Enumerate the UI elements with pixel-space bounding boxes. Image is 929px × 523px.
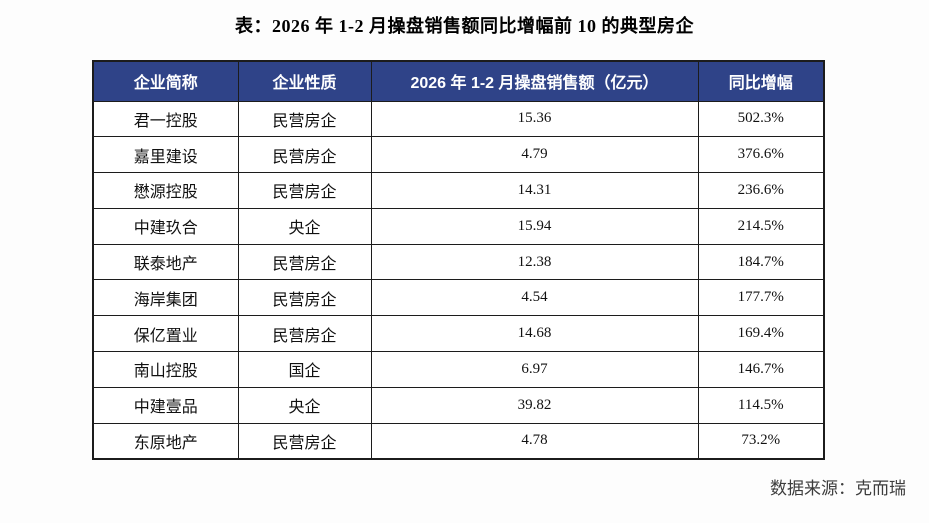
- company-type: 民营房企: [237, 136, 372, 174]
- sales-value: 14.31: [370, 172, 699, 209]
- company-name: 南山控股: [92, 351, 239, 388]
- company-type: 民营房企: [237, 315, 372, 353]
- sales-value: 14.68: [370, 315, 699, 353]
- company-name: 保亿置业: [92, 315, 239, 353]
- company-type: 民营房企: [237, 422, 372, 460]
- company-type: 民营房企: [237, 279, 372, 317]
- sales-value: 15.94: [370, 207, 699, 245]
- company-name: 东原地产: [92, 422, 239, 460]
- yoy-value: 376.6%: [697, 136, 825, 174]
- table-row: 中建玖合 央企 15.94 214.5%: [92, 207, 825, 245]
- table-row: 君一控股 民营房企 15.36 502.3%: [92, 100, 825, 138]
- yoy-value: 184.7%: [697, 243, 825, 281]
- header-yoy-growth: 同比增幅: [697, 60, 825, 102]
- company-type: 央企: [237, 207, 372, 245]
- sales-value: 12.38: [370, 243, 699, 281]
- company-type: 央企: [237, 386, 372, 424]
- yoy-value: 146.7%: [697, 351, 825, 388]
- sales-value: 4.54: [370, 279, 699, 317]
- data-source-note: 数据来源：克而瑞: [770, 479, 906, 498]
- table-title: 表：2026 年 1-2 月操盘销售额同比增幅前 10 的典型房企: [235, 16, 694, 36]
- header-company-type: 企业性质: [237, 60, 372, 102]
- table-row: 嘉里建设 民营房企 4.79 376.6%: [92, 136, 825, 174]
- yoy-value: 177.7%: [697, 279, 825, 317]
- company-type: 民营房企: [237, 100, 372, 138]
- sales-value: 15.36: [370, 100, 699, 138]
- company-name: 中建壹品: [92, 386, 239, 424]
- table-row: 东原地产 民营房企 4.78 73.2%: [92, 422, 825, 460]
- company-name: 懋源控股: [92, 172, 239, 209]
- sales-growth-table: 企业简称 企业性质 2026 年 1-2 月操盘销售额（亿元） 同比增幅 君一控…: [92, 60, 825, 460]
- table-row: 南山控股 国企 6.97 146.7%: [92, 351, 825, 388]
- yoy-value: 169.4%: [697, 315, 825, 353]
- yoy-value: 73.2%: [697, 422, 825, 460]
- company-name: 海岸集团: [92, 279, 239, 317]
- sales-value: 6.97: [370, 351, 699, 388]
- table-row: 海岸集团 民营房企 4.54 177.7%: [92, 279, 825, 317]
- table-row: 联泰地产 民营房企 12.38 184.7%: [92, 243, 825, 281]
- company-name: 联泰地产: [92, 243, 239, 281]
- table-row: 保亿置业 民营房企 14.68 169.4%: [92, 315, 825, 353]
- sales-value: 4.78: [370, 422, 699, 460]
- header-sales-amount: 2026 年 1-2 月操盘销售额（亿元）: [370, 60, 699, 102]
- sales-value: 39.82: [370, 386, 699, 424]
- company-type: 国企: [237, 351, 372, 388]
- table-row: 懋源控股 民营房企 14.31 236.6%: [92, 172, 825, 209]
- company-name: 嘉里建设: [92, 136, 239, 174]
- yoy-value: 214.5%: [697, 207, 825, 245]
- table-row: 中建壹品 央企 39.82 114.5%: [92, 386, 825, 424]
- table-header-row: 企业简称 企业性质 2026 年 1-2 月操盘销售额（亿元） 同比增幅: [92, 60, 825, 102]
- company-name: 君一控股: [92, 100, 239, 138]
- company-type: 民营房企: [237, 172, 372, 209]
- yoy-value: 114.5%: [697, 386, 825, 424]
- sales-value: 4.79: [370, 136, 699, 174]
- yoy-value: 236.6%: [697, 172, 825, 209]
- yoy-value: 502.3%: [697, 100, 825, 138]
- header-company-name: 企业简称: [92, 60, 239, 102]
- company-type: 民营房企: [237, 243, 372, 281]
- company-name: 中建玖合: [92, 207, 239, 245]
